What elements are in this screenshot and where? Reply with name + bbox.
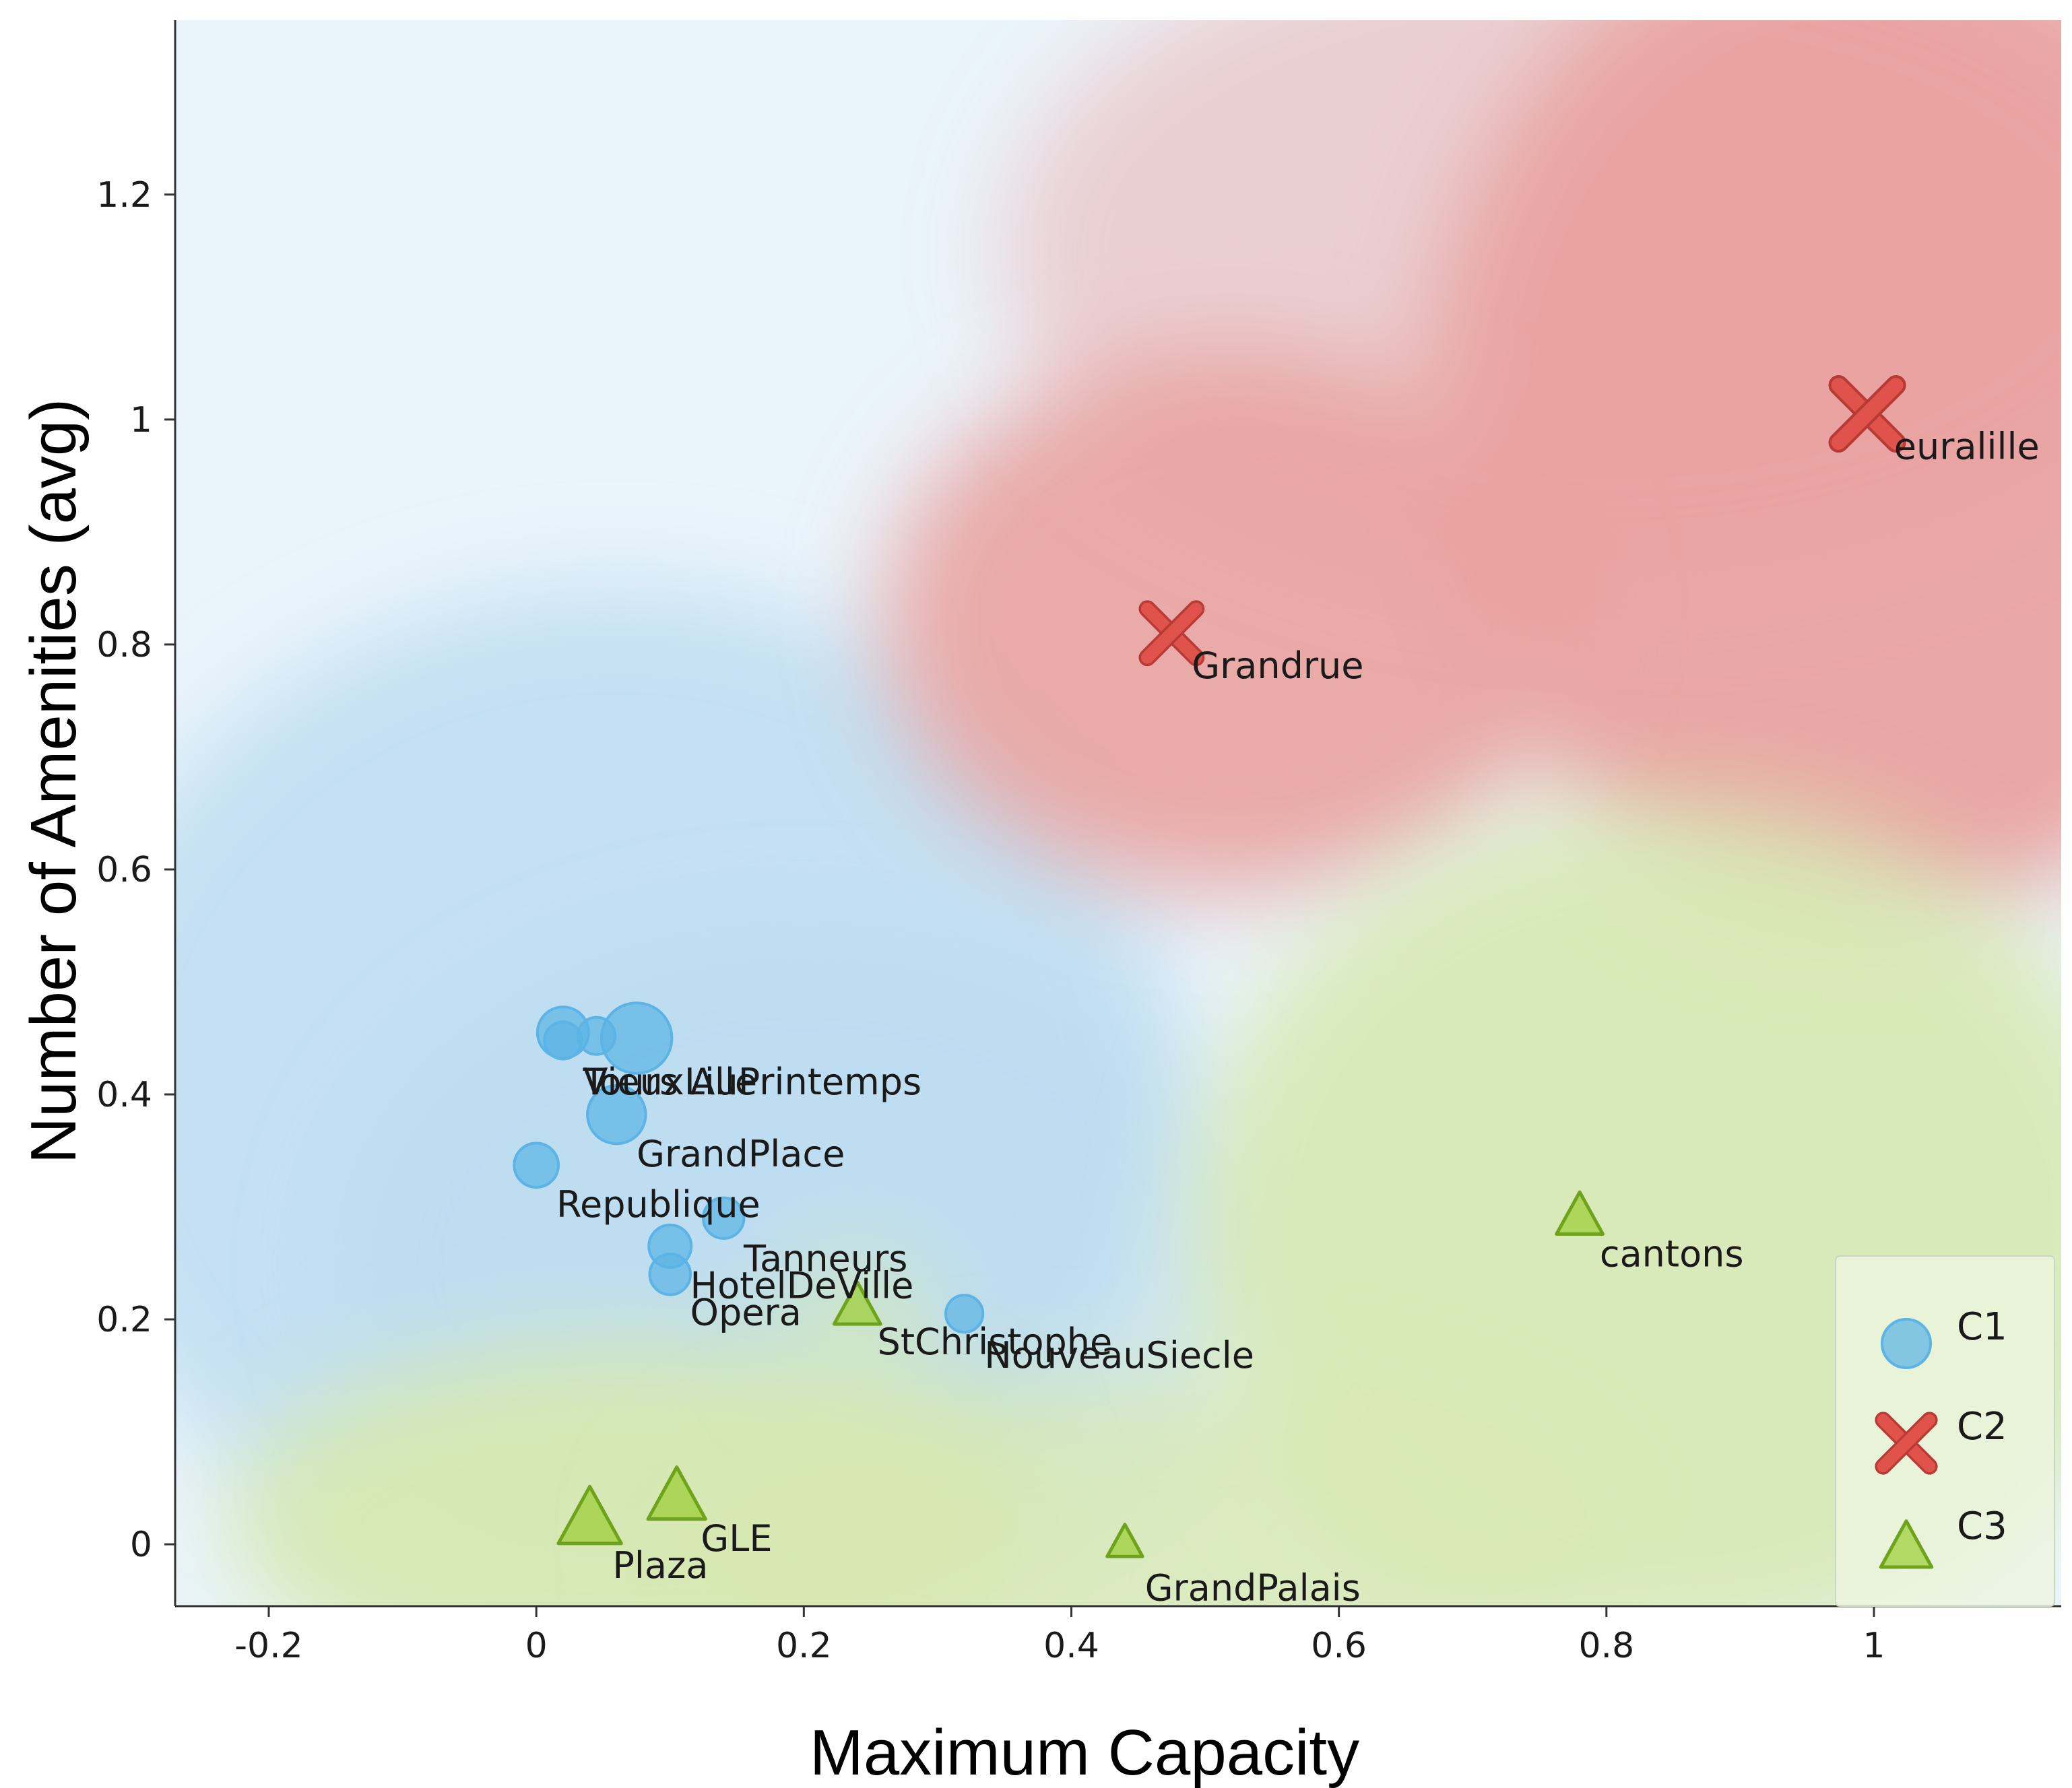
point-label-plaza: Plaza bbox=[612, 1544, 708, 1587]
legend-item-c2: C2 bbox=[1875, 1405, 2007, 1475]
legend-marker-c3 bbox=[1879, 1519, 1934, 1569]
legend-marker-c1 bbox=[1881, 1318, 1932, 1369]
y-tick-label: 0 bbox=[130, 1525, 152, 1565]
point-c3-tanneurs bbox=[832, 1280, 882, 1326]
point-c3-plaza bbox=[556, 1484, 623, 1546]
legend-label-c3: C3 bbox=[1957, 1504, 2007, 1548]
y-tick-label: 1.2 bbox=[96, 175, 152, 216]
y-tick-label: 0.6 bbox=[96, 850, 152, 890]
point-label-grandrue: Grandrue bbox=[1192, 644, 1363, 687]
legend-item-c1: C1 bbox=[1881, 1305, 2007, 1369]
point-c1-vieuxlille bbox=[586, 1084, 647, 1146]
y-tick-label: 0.8 bbox=[96, 625, 152, 665]
x-tick-label: 0 bbox=[525, 1626, 548, 1666]
legend-box bbox=[1835, 1255, 2055, 1607]
point-label-tours: Tours bbox=[583, 1061, 678, 1103]
point-label-grandpalais: GrandPalais bbox=[1145, 1567, 1361, 1610]
region-c2 bbox=[1004, 20, 2061, 589]
data-points bbox=[513, 374, 1906, 1558]
x-tick-label: 0.6 bbox=[1311, 1626, 1367, 1666]
x-tick-label: 0.4 bbox=[1043, 1626, 1099, 1666]
point-c1-republique bbox=[648, 1253, 692, 1296]
point-c2-grandrue bbox=[1138, 600, 1205, 667]
point-c3-grandpalais bbox=[1105, 1523, 1144, 1558]
legend: C1 C2 C3 bbox=[1835, 1255, 2055, 1607]
point-c1-tours bbox=[513, 1141, 560, 1189]
point-c1-auprintemps bbox=[701, 1196, 746, 1240]
point-label-gle: GLE bbox=[701, 1517, 772, 1560]
y-tick-label: 1 bbox=[130, 400, 152, 440]
axes: -0.2 0 0.2 0.4 0.6 0.8 1 0 0.2 0.4 0.6 0.8 1 1.2 bbox=[96, 20, 2061, 1666]
point-label-hoteldeville: HotelDeVille bbox=[690, 1264, 914, 1306]
x-tick-label: -0.2 bbox=[234, 1626, 302, 1666]
legend-marker-c2 bbox=[1875, 1412, 1938, 1475]
x-stroke bbox=[1831, 378, 1904, 451]
x-tick-label: 1 bbox=[1863, 1626, 1885, 1666]
point-c3-cantons bbox=[1555, 1190, 1605, 1236]
point-label-opera: Opera bbox=[690, 1291, 802, 1333]
point-label-nouveausiecle: NouveauSiecle bbox=[984, 1334, 1254, 1377]
point-label-auprintemps: AuPrintemps bbox=[690, 1061, 922, 1103]
x-tick-label: 0.2 bbox=[776, 1626, 832, 1666]
point-label-euralille: euralille bbox=[1894, 425, 2040, 467]
y-tick-label: 0.2 bbox=[96, 1300, 152, 1340]
point-c2-euralille bbox=[1828, 374, 1906, 453]
x-axis-title: Maximum Capacity bbox=[810, 1717, 1359, 1788]
legend-label-c2: C2 bbox=[1957, 1405, 2007, 1449]
point-c3-gle bbox=[646, 1465, 707, 1521]
point-label-republique: Republique bbox=[556, 1183, 760, 1226]
y-tick-label: 0.4 bbox=[96, 1075, 152, 1115]
point-label-grandplace: GrandPlace bbox=[637, 1133, 845, 1175]
x-stroke bbox=[1877, 1414, 1936, 1473]
x-stroke bbox=[1141, 602, 1202, 664]
point-label-tanneurs: Tanneurs bbox=[743, 1237, 907, 1280]
legend-label-c1: C1 bbox=[1957, 1305, 2007, 1349]
point-c1-hoteldeville bbox=[944, 1294, 985, 1334]
legend-item-c3: C3 bbox=[1879, 1504, 2007, 1569]
y-axis-title: Number of Amenities (avg) bbox=[18, 399, 90, 1164]
class-regions bbox=[175, 20, 2061, 1606]
point-label-vieuxlille: VieuxLille bbox=[583, 1061, 757, 1103]
y-ticks: 0 0.2 0.4 0.6 0.8 1 1.2 bbox=[96, 175, 175, 1565]
x-tick-label: 0.8 bbox=[1578, 1626, 1634, 1666]
point-label-cantons: cantons bbox=[1600, 1233, 1744, 1276]
point-label-stchristophe: StChristophe bbox=[878, 1321, 1113, 1363]
point-c1 bbox=[543, 1020, 583, 1061]
point-c1 bbox=[600, 1001, 674, 1075]
x-ticks: -0.2 0 0.2 0.4 0.6 0.8 1 bbox=[234, 1606, 1885, 1666]
